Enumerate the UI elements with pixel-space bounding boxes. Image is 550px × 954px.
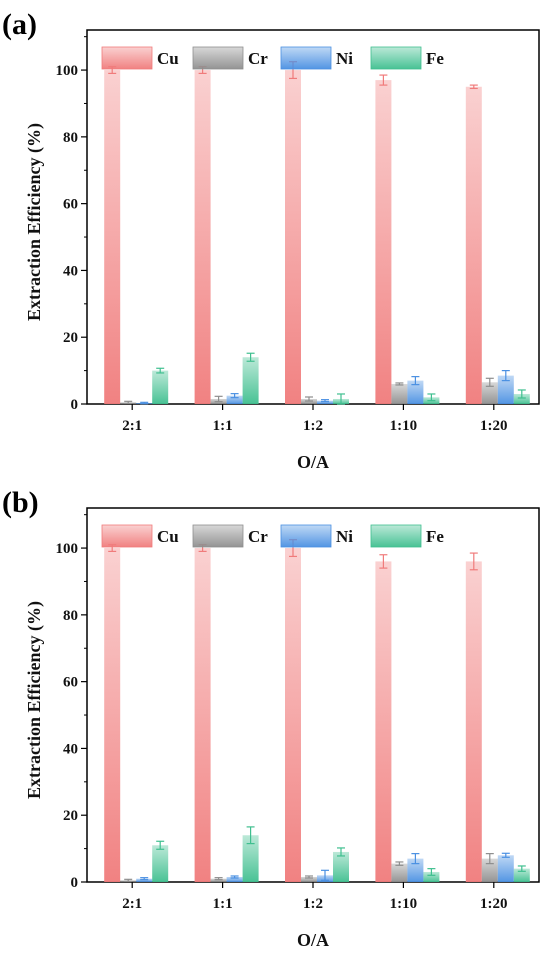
y-tick-label: 60 bbox=[63, 197, 78, 213]
y-tick-label: 100 bbox=[56, 541, 79, 557]
legend-swatch-cr bbox=[192, 46, 244, 70]
bar-ni bbox=[497, 375, 514, 404]
legend-label-ni: Ni bbox=[336, 49, 353, 68]
x-axis-title: O/A bbox=[297, 452, 329, 472]
bar-cu bbox=[375, 561, 392, 882]
legend-swatch-ni bbox=[280, 46, 332, 70]
x-tick-label: 1:1 bbox=[213, 418, 233, 434]
y-tick-label: 80 bbox=[63, 130, 78, 146]
y-tick-label: 40 bbox=[63, 741, 78, 757]
x-tick-label: 1:10 bbox=[390, 896, 418, 912]
x-tick-label: 2:1 bbox=[122, 896, 142, 912]
legend-swatch-fe bbox=[370, 46, 422, 70]
bar-cu bbox=[465, 561, 482, 882]
bar-cu bbox=[465, 86, 482, 405]
chart-panel-a: (a) Extraction Efficiency (%) O/A 0 20 40 6… bbox=[2, 8, 540, 472]
bar-cr bbox=[481, 858, 498, 882]
legend-label-fe: Fe bbox=[426, 527, 444, 546]
legend-label-cr: Cr bbox=[248, 49, 268, 68]
bar-ni bbox=[497, 855, 514, 882]
bar-cr bbox=[391, 383, 408, 404]
bar-cr bbox=[391, 863, 408, 882]
bar-ni bbox=[226, 876, 243, 882]
bar-ni bbox=[136, 878, 153, 882]
bar-fe bbox=[333, 851, 349, 882]
y-tick-label: 100 bbox=[56, 63, 79, 79]
legend-swatch-fe bbox=[370, 524, 422, 548]
bar-cu bbox=[104, 548, 121, 882]
bar-cu bbox=[194, 70, 211, 405]
x-tick-label: 2:1 bbox=[122, 418, 142, 434]
bar-fe bbox=[152, 845, 169, 882]
bar-fe bbox=[152, 370, 169, 404]
y-tick-label: 0 bbox=[71, 397, 79, 413]
panel-label: (b) bbox=[2, 486, 39, 519]
bar-ni bbox=[226, 395, 243, 404]
chart-panel-b: (b) Extraction Efficiency (%) O/A 0 20 40 6… bbox=[2, 486, 540, 950]
bar-cr bbox=[210, 878, 227, 882]
y-tick-label: 20 bbox=[63, 808, 78, 824]
legend-swatch-cu bbox=[101, 524, 153, 548]
x-tick-label: 1:2 bbox=[303, 418, 323, 434]
x-tick-label: 1:2 bbox=[303, 896, 323, 912]
bar-cu bbox=[104, 70, 121, 405]
x-tick-label: 1:1 bbox=[213, 896, 233, 912]
x-axis-title: O/A bbox=[297, 930, 329, 950]
legend-swatch-cr bbox=[192, 524, 244, 548]
y-tick-label: 80 bbox=[63, 608, 78, 624]
bar-cu bbox=[285, 548, 301, 882]
bar-cr bbox=[301, 876, 317, 882]
panel-label: (a) bbox=[2, 8, 37, 41]
bar-ni bbox=[407, 380, 424, 404]
bar-cu bbox=[375, 80, 392, 404]
bar-fe bbox=[513, 868, 530, 882]
legend-label-cu: Cu bbox=[157, 527, 179, 546]
x-tick-label: 1:20 bbox=[480, 418, 508, 434]
bar-cu bbox=[285, 70, 301, 405]
bar-ni bbox=[317, 400, 333, 404]
x-tick-label: 1:10 bbox=[390, 418, 418, 434]
legend-label-ni: Ni bbox=[336, 527, 353, 546]
legend-label-cr: Cr bbox=[248, 527, 268, 546]
bar-fe bbox=[242, 357, 259, 404]
legend-label-fe: Fe bbox=[426, 49, 444, 68]
x-tick-label: 1:20 bbox=[480, 896, 508, 912]
y-tick-label: 60 bbox=[63, 675, 78, 691]
legend-swatch-cu bbox=[101, 46, 153, 70]
y-axis-title: Extraction Efficiency (%) bbox=[24, 123, 45, 321]
legend-label-cu: Cu bbox=[157, 49, 179, 68]
y-tick-label: 40 bbox=[63, 263, 78, 279]
bar-cu bbox=[194, 548, 211, 882]
y-axis-title: Extraction Efficiency (%) bbox=[24, 601, 45, 799]
bar-fe bbox=[242, 835, 259, 882]
y-tick-label: 20 bbox=[63, 330, 78, 346]
bar-fe bbox=[423, 871, 440, 882]
bar-ni bbox=[407, 858, 424, 882]
bar-fe bbox=[513, 393, 530, 404]
bar-cr bbox=[481, 382, 498, 404]
y-tick-label: 0 bbox=[71, 875, 79, 891]
legend-swatch-ni bbox=[280, 524, 332, 548]
